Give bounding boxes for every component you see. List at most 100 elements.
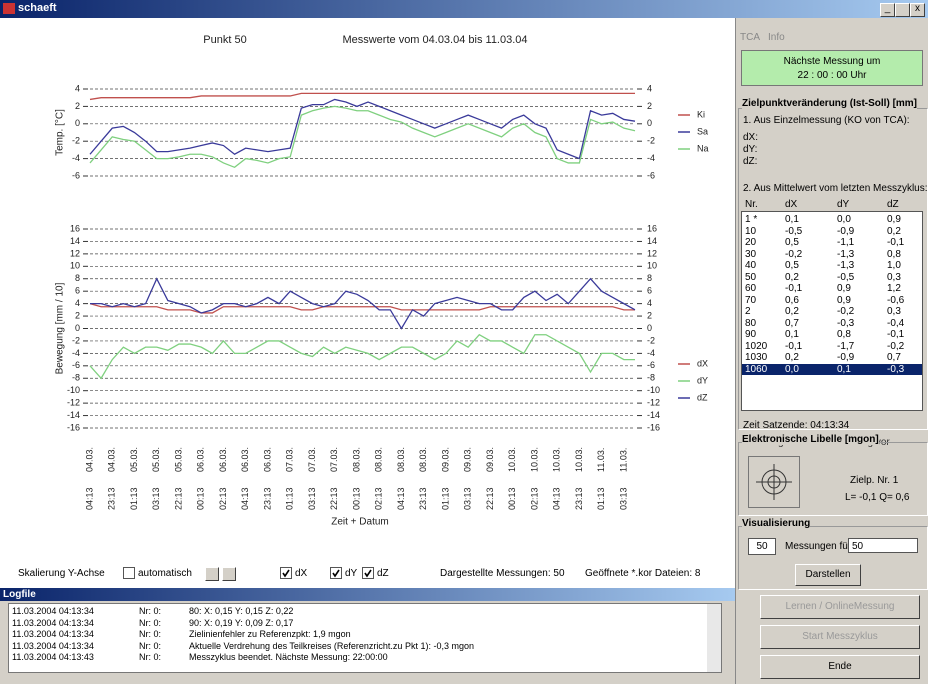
x-tick-label: 04:13 <box>84 487 94 510</box>
y2-tick-label: 2 <box>647 101 652 111</box>
next-label: Nächste Messung um <box>783 56 881 67</box>
y-tick-label: -6 <box>72 170 80 180</box>
checkbox-label: automatisch <box>138 568 192 579</box>
y-tick-label: -6 <box>72 360 80 370</box>
checkbox[interactable] <box>330 567 342 579</box>
table-cell: 10 <box>745 225 757 237</box>
table-cell: 2 <box>745 306 751 317</box>
file-count: Geöffnete *.kor Dateien: 8 <box>585 568 701 579</box>
table-header: dZ <box>887 199 899 210</box>
table-cell: 0,1 <box>837 363 851 375</box>
table-cell: 0,3 <box>887 271 901 283</box>
log-cell: 80: X: 0,15 Y: 0,15 Z: 0,22 <box>189 606 294 616</box>
table-cell: 80 <box>745 317 757 329</box>
logfile-title: Logfile <box>3 589 36 600</box>
level-values: L= -0,1 Q= 0,6 <box>845 492 910 503</box>
y2-tick-label: 0 <box>647 118 652 128</box>
y2-tick-label: 16 <box>647 223 657 233</box>
log-scrollbar[interactable] <box>707 604 721 672</box>
x-tick-label: 10.03. <box>574 447 584 472</box>
x-tick-label: 23:13 <box>107 487 117 510</box>
table-cell: 0,1 <box>785 214 799 225</box>
shown-count: Dargestellte Messungen: 50 <box>440 568 565 579</box>
legend-label: Na <box>697 143 709 153</box>
tab[interactable]: TCA <box>740 32 760 43</box>
table-cell: 0,0 <box>837 214 851 225</box>
log-cell: Nr: 0: <box>139 606 162 616</box>
x-tick-label: 09.03. <box>463 447 473 472</box>
tab[interactable]: Info <box>768 32 785 43</box>
y-tick-label: -16 <box>67 422 80 432</box>
range-label: Messwerte vom 04.03.04 bis 11.03.04 <box>342 34 527 46</box>
log-cell: 11.03.2004 04:13:43 <box>12 652 94 662</box>
table-cell: -1,3 <box>837 248 855 260</box>
table-cell: 0,5 <box>785 237 799 248</box>
close-button[interactable]: x <box>910 3 925 17</box>
x-tick-label: 04.03. <box>84 447 94 472</box>
x-tick-label: 01:13 <box>596 487 606 510</box>
next-time: 22 : 00 : 00 Uhr <box>797 70 867 81</box>
table-cell: 1020 <box>745 340 768 352</box>
x-tick-label: 04:13 <box>240 487 250 510</box>
table-cell: 30 <box>745 248 757 260</box>
x-tick-label: 07.03. <box>285 447 295 472</box>
y-tick-label: 14 <box>70 236 80 246</box>
change-time: Zeit Satzende: 04:13:34 <box>743 420 850 431</box>
table-cell: 0,1 <box>785 329 799 340</box>
y2-tick-label: -6 <box>647 360 655 370</box>
x-tick-label: 05.03. <box>129 447 139 472</box>
action-button[interactable]: Ende <box>760 655 920 679</box>
y2-tick-label: -4 <box>647 153 655 163</box>
checkbox[interactable] <box>280 567 292 579</box>
logfile-list[interactable]: 11.03.2004 04:13:34 Nr: 0: 80: X: 0,15 Y: … <box>8 603 722 673</box>
y-tick-label: -12 <box>67 398 80 408</box>
vis-title: Visualisierung <box>742 518 811 529</box>
table-cell: 1,2 <box>887 283 901 294</box>
y-tick-label: -4 <box>72 153 80 163</box>
y-tick-label: 0 <box>75 118 80 128</box>
y-tick-label: 4 <box>75 83 80 93</box>
table-cell: 0,7 <box>785 317 799 329</box>
minimize-button[interactable]: _ <box>880 3 895 17</box>
series-line <box>90 277 636 330</box>
checkbox[interactable] <box>362 567 374 579</box>
table-cell: -1,7 <box>837 340 855 352</box>
log-cell: Aktuelle Verdrehung des Teilkreises (Ref… <box>189 640 474 651</box>
count-label: Messungen für Pkt <box>785 541 869 552</box>
point-select[interactable]: 50 <box>848 538 918 553</box>
checkbox-label: dZ <box>377 568 389 579</box>
scale-label: Skalierung Y-Achse <box>18 568 105 579</box>
x-tick-label: 02:13 <box>218 487 228 510</box>
legend-label: dY <box>697 375 708 385</box>
table-cell: 0,9 <box>837 283 851 294</box>
maximize-button[interactable] <box>895 3 910 17</box>
x-tick-label: 08.03. <box>396 447 406 472</box>
change-table[interactable]: 1 * 0,1 0,0 0,9 10 -0,5 -0,9 0,2 20 0,5 -1,1 -0,1 30… <box>741 211 923 411</box>
table-cell: -0,2 <box>887 340 905 352</box>
table-cell: -0,2 <box>785 248 803 260</box>
count-input[interactable]: 50 <box>748 538 776 555</box>
series-line <box>89 302 635 314</box>
table-cell: 0,8 <box>887 248 901 260</box>
show-button[interactable]: Darstellen <box>795 564 861 586</box>
y-tick-label: -8 <box>72 373 80 383</box>
x-tick-label: 04:13 <box>552 487 562 510</box>
table-cell: 60 <box>745 283 757 294</box>
log-cell: 11.03.2004 04:13:34 <box>12 640 94 651</box>
check-mark <box>364 569 372 578</box>
x-tick-label: 01:13 <box>129 487 139 510</box>
x-tick-label: 05.03. <box>151 447 161 472</box>
x-tick-label: 23:13 <box>418 487 428 510</box>
scale-up-button[interactable] <box>222 567 236 581</box>
checkbox[interactable] <box>123 567 135 579</box>
y-tick-label: 16 <box>70 223 80 233</box>
single-label: 1. Aus Einzelmessung (KO von TCA): <box>743 115 910 126</box>
table-cell: 0,2 <box>887 225 901 237</box>
y2-tick-label: -6 <box>647 170 655 180</box>
scale-down-button[interactable] <box>205 567 219 581</box>
single-row: dX: <box>743 132 759 143</box>
table-header: dX <box>785 199 798 210</box>
table-cell: 1,0 <box>887 260 901 271</box>
series-line <box>89 98 636 160</box>
